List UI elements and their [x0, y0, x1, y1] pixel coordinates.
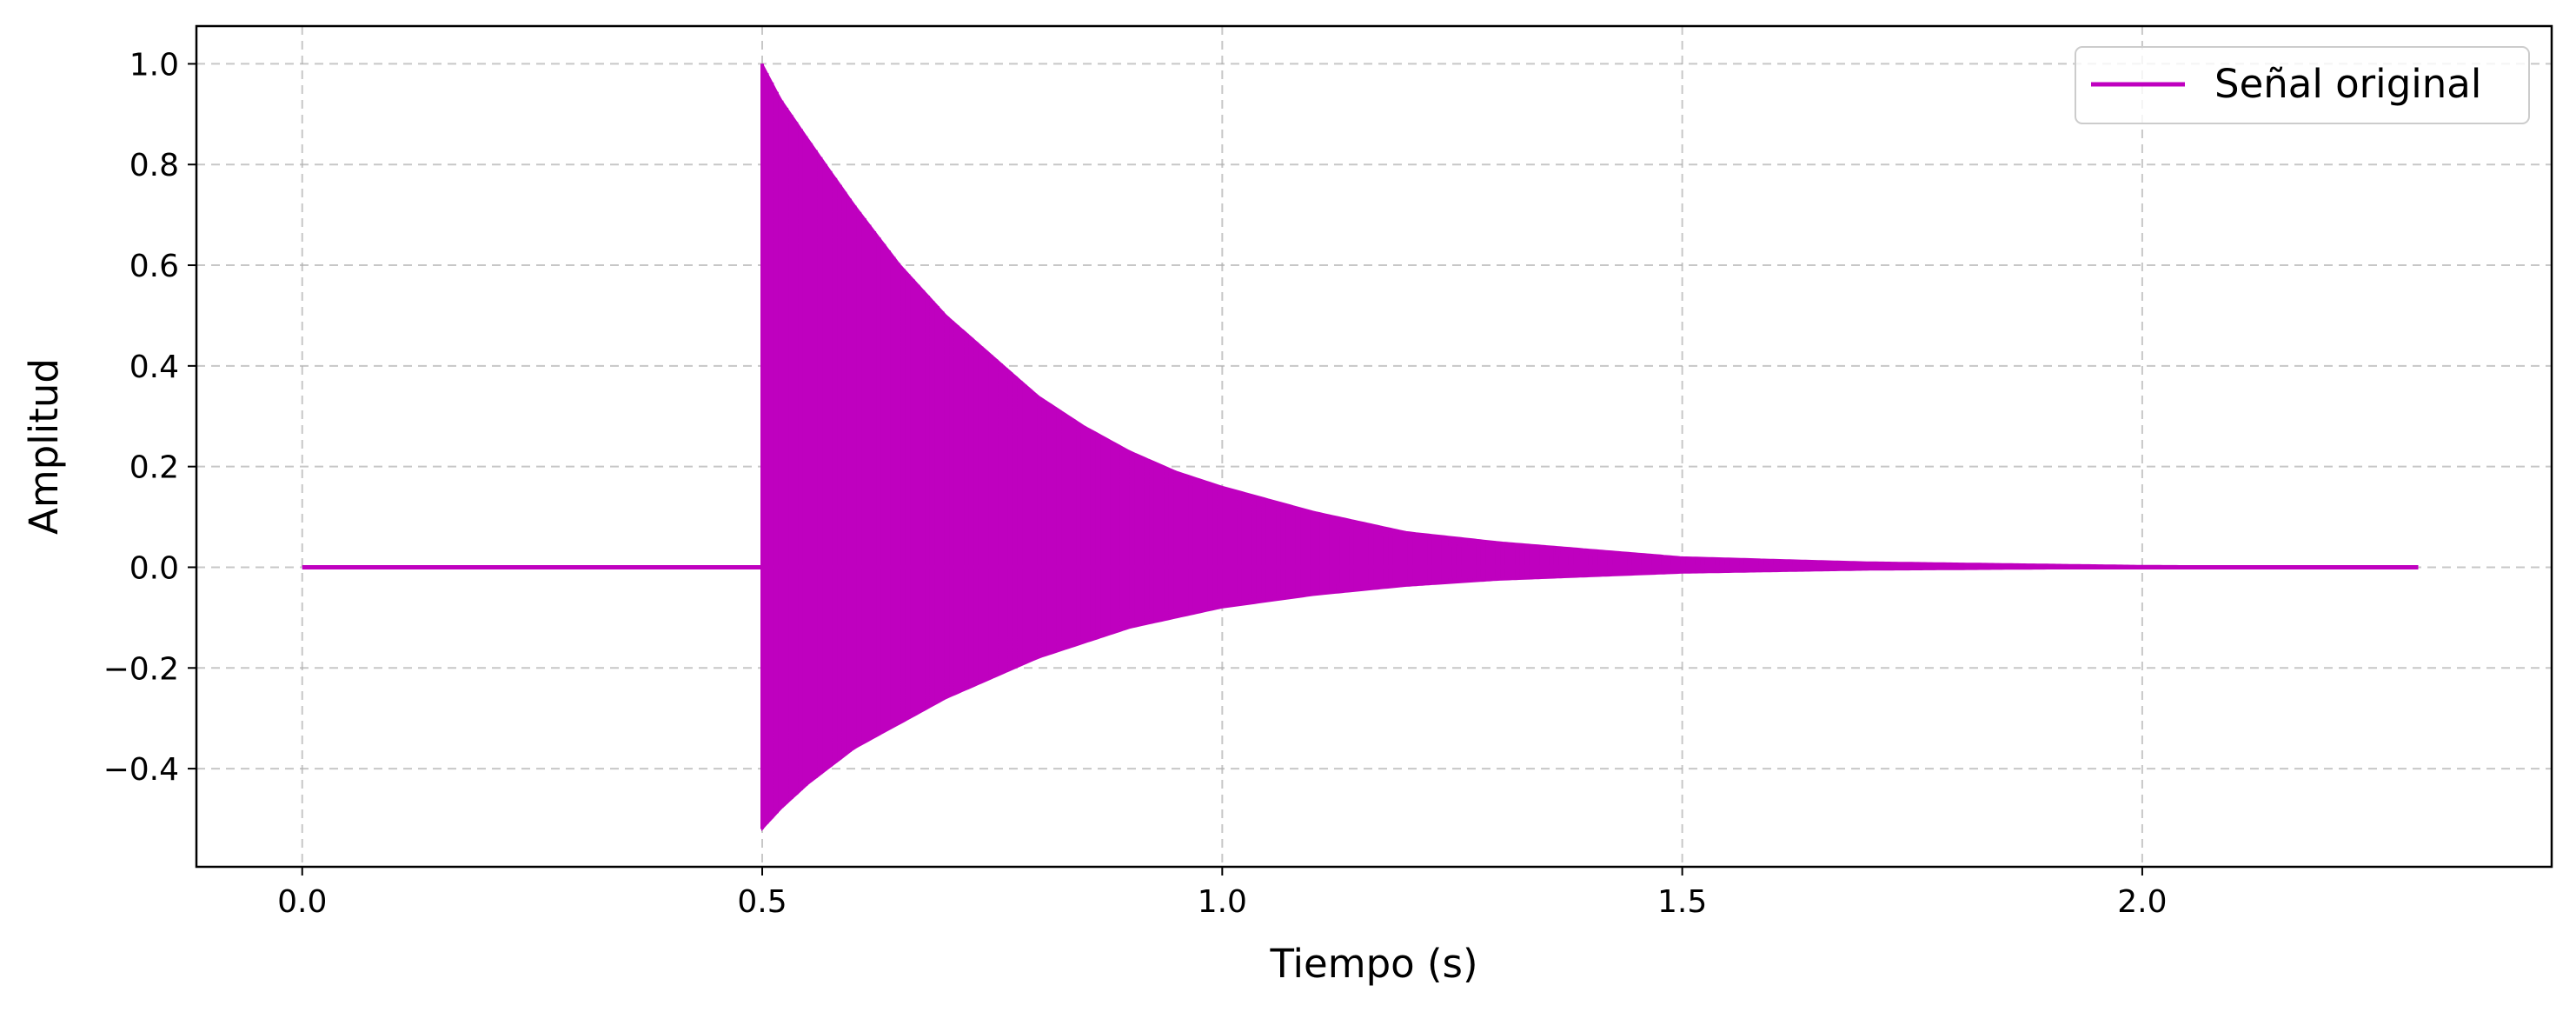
y-tick-label: 0.6: [129, 249, 179, 284]
legend: Señal original: [2075, 46, 2530, 124]
y-tick-label: 0.4: [129, 350, 179, 385]
y-tick-label: 0.2: [129, 450, 179, 486]
x-axis-label: Tiempo (s): [1269, 941, 1477, 987]
y-tick-label: 0.0: [129, 550, 179, 586]
y-tick-label: 0.8: [129, 148, 179, 183]
x-tick-label: 1.0: [1198, 884, 1247, 920]
plot-frame: [195, 24, 2553, 869]
x-tick-label: 0.5: [737, 884, 787, 920]
x-tick-label: 1.5: [1657, 884, 1707, 920]
y-tick-label: −0.2: [103, 651, 179, 687]
y-tick-label: −0.4: [103, 752, 179, 788]
y-axis-label: Amplitud: [21, 358, 67, 535]
x-tick-label: 0.0: [277, 884, 327, 920]
legend-label: Señal original: [2214, 61, 2481, 107]
signal-series: [302, 63, 2419, 832]
legend-box: [2075, 46, 2530, 124]
axis-ticks: 0.0 0.5 1.0 1.5 2.0 1.0 0.8 0.6 0.4 0.2 0.0 −0.2 −0.…: [103, 47, 2168, 920]
x-tick-label: 2.0: [2117, 884, 2167, 920]
y-tick-label: 1.0: [129, 47, 179, 83]
